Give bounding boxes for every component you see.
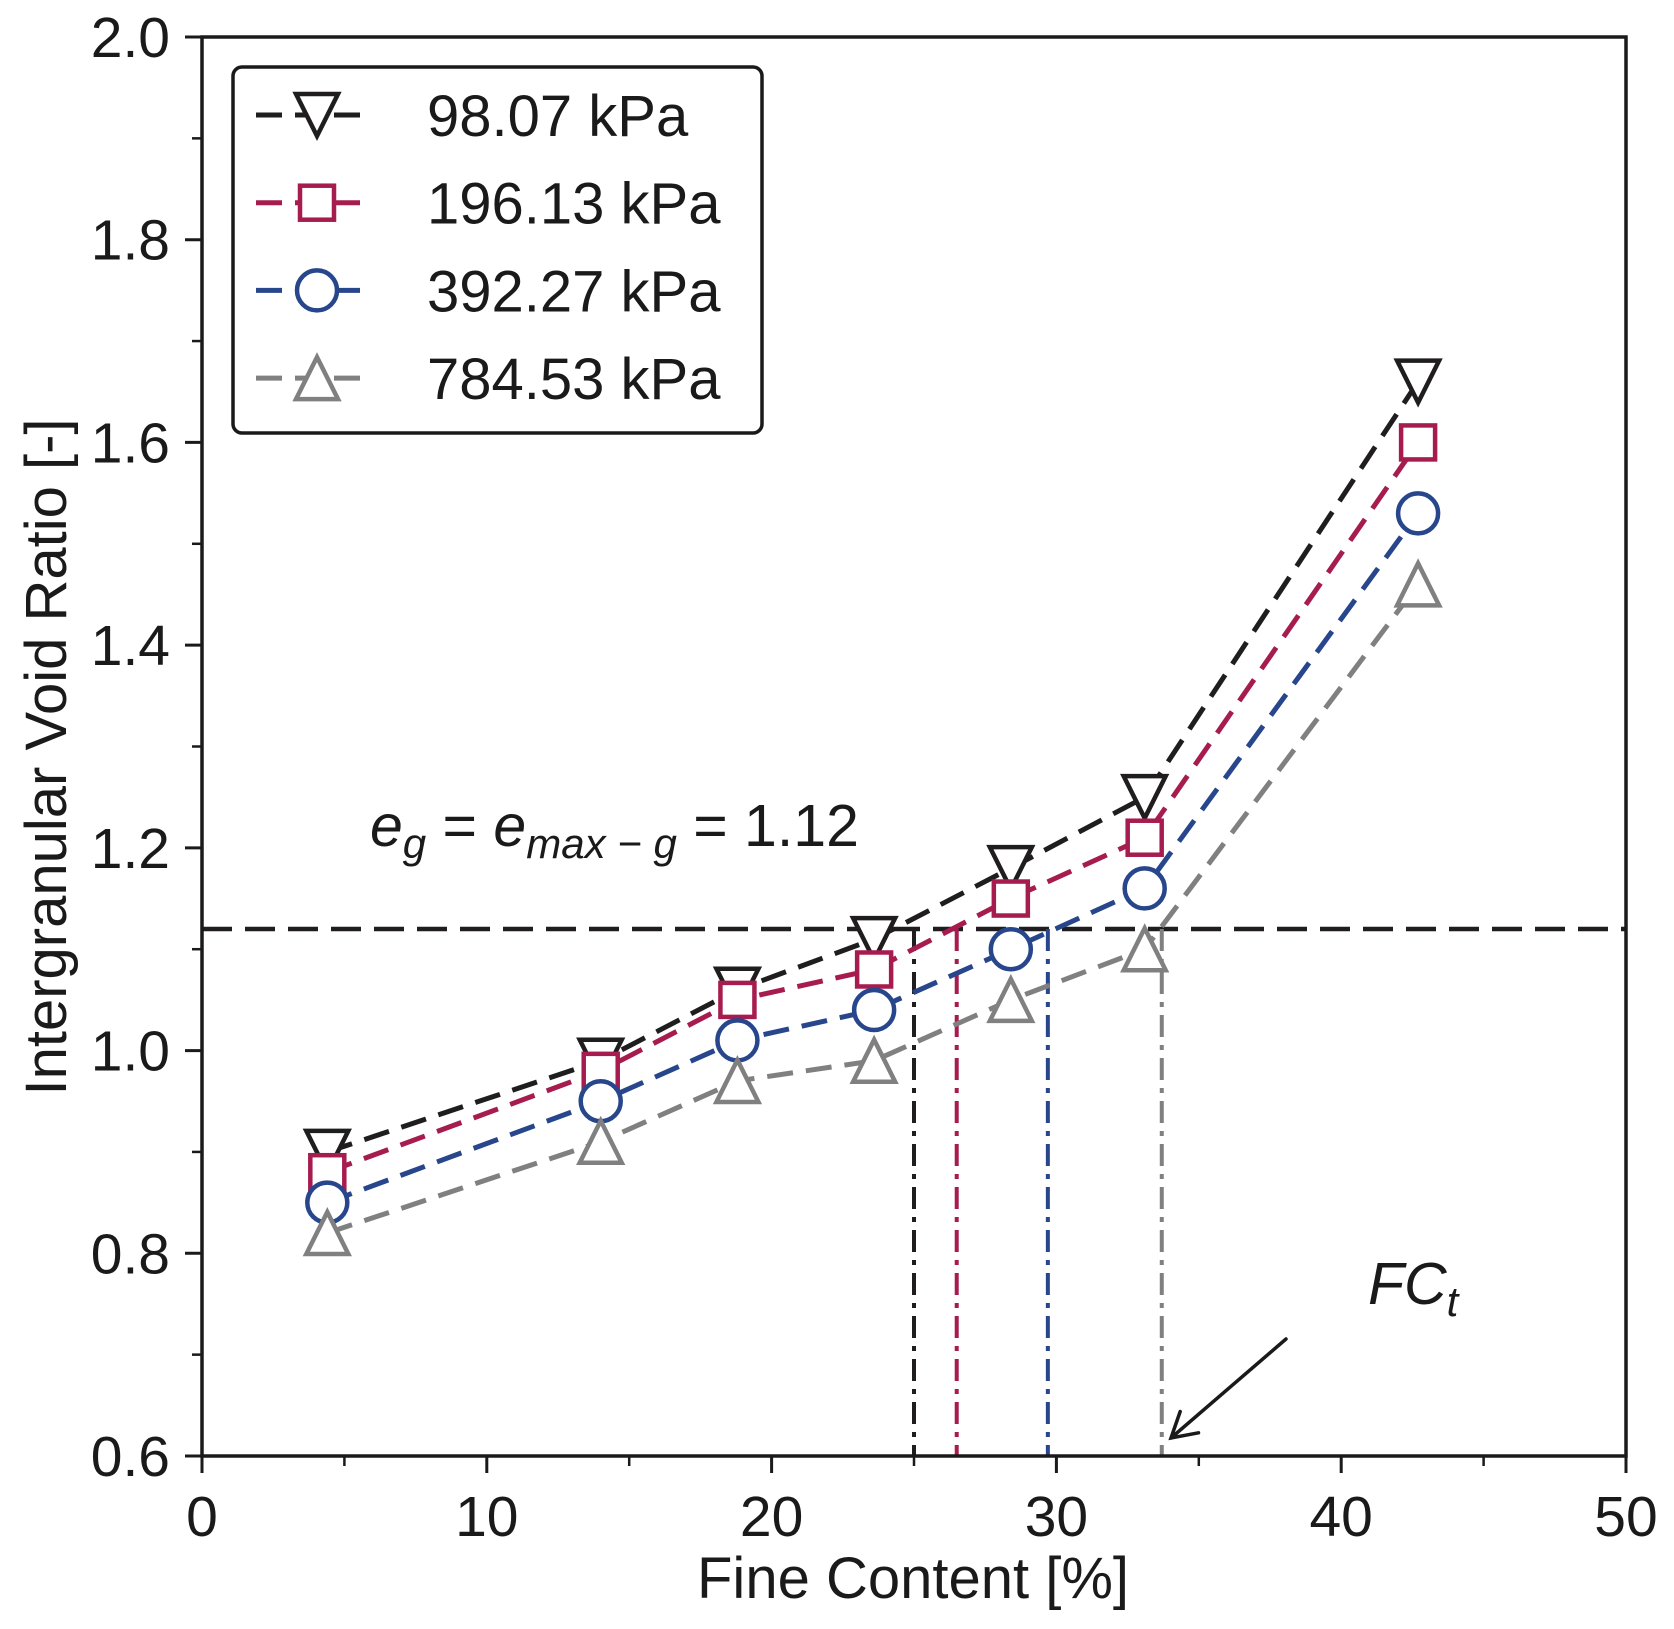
legend-entry-392-27-kpa: 392.27 kPa [256,259,721,324]
data-point-784-53-kpa-4 [849,1034,899,1084]
data-point-392-27-kpa-4 [851,987,897,1033]
data-point-98-07-kpa-1 [302,1128,352,1178]
fc-t-label-main: FC [1368,1251,1447,1317]
y-tick-label: 1.6 [91,411,170,475]
y-tick-label: 0.6 [91,1425,170,1489]
y-tick-label: 1.4 [91,614,170,678]
y-tick-label: 0.8 [91,1222,170,1286]
data-point-392-27-kpa-2 [578,1079,623,1124]
legend-label-784-53-kpa: 784.53 kPa [427,347,721,412]
data-point-196-13-kpa-7 [1398,423,1438,462]
data-point-784-53-kpa-5 [986,973,1036,1024]
threshold-mid-subscript: max − g [526,820,677,867]
legend-label-196-13-kpa: 196.13 kPa [427,172,721,237]
data-point-98-07-kpa-5 [986,844,1036,895]
data-point-784-53-kpa-7 [1393,558,1443,608]
data-point-784-53-kpa-2 [576,1115,626,1166]
data-point-196-13-kpa-6 [1125,818,1164,857]
legend-marker-98-07-kpa [292,91,342,142]
legend-entry-784-53-kpa: 784.53 kPa [256,347,721,412]
threshold-annotation: eg = emax − g = 1.12 [288,793,908,867]
x-axis-label: Fine Content [%] [697,1546,1129,1611]
legend-marker-392-27-kpa [294,268,340,313]
fc-t-label-subscript: t [1447,1278,1461,1325]
legend-label-392-27-kpa: 392.27 kPa [427,259,721,324]
data-point-196-13-kpa-4 [854,950,894,989]
x-tick-label: 0 [186,1485,218,1549]
series-layer [302,358,1443,1257]
data-point-98-07-kpa-6 [1120,773,1170,824]
threshold-lhs: e [370,793,403,859]
y-tick-label: 1.2 [91,817,170,881]
data-point-98-07-kpa-7 [1393,358,1443,408]
threshold-equals-1: = [426,793,493,859]
legend: 98.07 kPa 196.13 kPa 392.27 kPa 784.53 kPa [231,65,764,435]
series-784-53-kpa [302,558,1443,1257]
legend-entry-98-07-kpa: 98.07 kPa [256,84,689,149]
x-tick-label: 50 [1594,1485,1657,1549]
y-tick-label: 1.0 [91,1020,170,1084]
reference-lines [202,926,1626,1456]
threshold-mid: e [493,793,526,859]
data-point-784-53-kpa-1 [302,1206,352,1257]
x-tick-label: 10 [455,1485,518,1549]
y-tick-label: 1.8 [91,209,170,273]
data-point-98-07-kpa-4 [849,915,899,966]
data-point-784-53-kpa-6 [1120,923,1170,973]
axes: 0 10 20 30 40 50 0.6 0.8 1.0 1.2 1.4 1.6 1.8 2.0 [91,6,1658,1549]
fc-t-label: FCt [1286,1251,1507,1329]
legend-label-98-07-kpa: 98.07 kPa [427,84,689,149]
data-point-392-27-kpa-7 [1395,491,1441,536]
data-point-392-27-kpa-6 [1122,866,1167,911]
data-point-392-27-kpa-3 [715,1018,760,1063]
legend-marker-784-53-kpa [292,352,342,402]
data-point-196-13-kpa-3 [718,980,757,1020]
legend-marker-196-13-kpa [297,183,337,222]
y-axis-label: Intergranular Void Ratio [-] [14,418,79,1095]
threshold-lhs-subscript: g [403,820,426,867]
threshold-equals-value: = 1.12 [677,793,859,859]
x-tick-label: 30 [1025,1485,1088,1549]
fc-t-arrow [1168,1337,1288,1441]
x-tick-label: 40 [1309,1485,1372,1549]
x-tick-label: 20 [740,1485,803,1549]
data-point-196-13-kpa-5 [991,879,1031,918]
legend-box [231,65,764,435]
legend-entry-196-13-kpa: 196.13 kPa [256,172,721,237]
y-tick-label: 2.0 [91,6,170,70]
data-point-392-27-kpa-5 [988,926,1034,972]
data-point-784-53-kpa-3 [712,1054,763,1105]
